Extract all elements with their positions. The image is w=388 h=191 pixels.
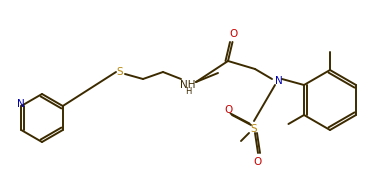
- Text: O: O: [224, 105, 232, 115]
- Text: NH: NH: [180, 80, 196, 90]
- Text: S: S: [117, 67, 123, 77]
- Text: S: S: [251, 124, 257, 134]
- Text: O: O: [254, 157, 262, 167]
- Text: H: H: [185, 87, 191, 96]
- Text: O: O: [229, 29, 237, 39]
- Text: N: N: [17, 99, 25, 109]
- Text: N: N: [275, 76, 283, 86]
